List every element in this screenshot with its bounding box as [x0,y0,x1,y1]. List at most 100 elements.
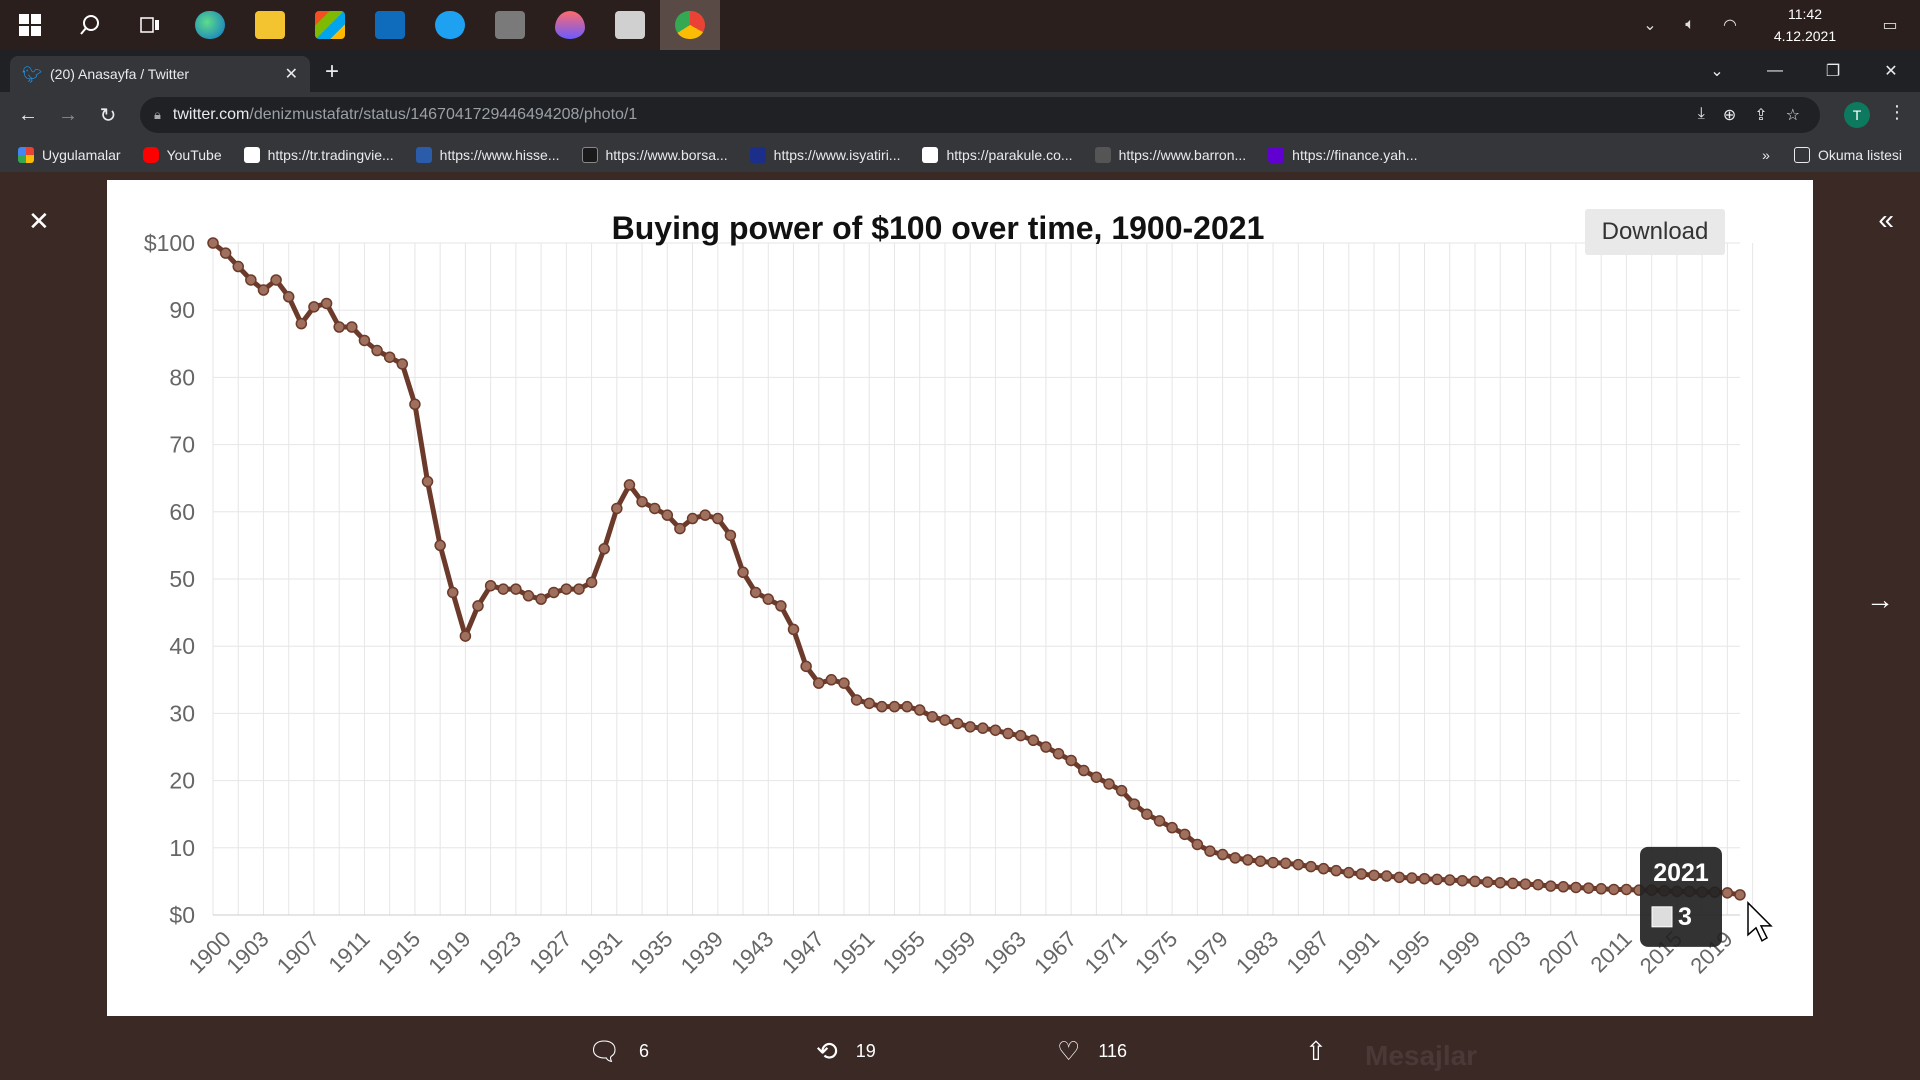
apps-grid-icon [18,147,34,163]
x-tick-label: 1975 [1130,926,1182,978]
share-icon[interactable]: ⇪ [1754,107,1768,124]
data-point [1734,889,1746,901]
profile-avatar[interactable]: T [1844,102,1870,128]
bookmark-item[interactable]: https://tr.tradingvie... [243,147,394,163]
back-icon[interactable]: ← [18,103,38,126]
search-icon[interactable] [60,0,120,50]
notification-icon[interactable]: ▭ [1882,17,1898,34]
more-bookmarks-icon[interactable]: » [1762,147,1770,163]
bookmark-item[interactable]: https://finance.yah... [1268,147,1417,163]
url-path: /denizmustafatr/status/14670417294464942… [249,106,638,123]
system-tray: ⌄ 🔈︎ ◠ 11:42 4.12.2021 ▭ [1630,0,1920,50]
y-tick-label: 50 [169,566,195,592]
barrons-icon [1094,147,1111,163]
download-button: Download [1585,209,1725,255]
snipping-tool-icon[interactable] [600,0,660,50]
bookmark-item[interactable]: https://www.barron... [1094,147,1246,163]
share-button[interactable]: ⇧ [1305,1036,1345,1067]
zoom-icon[interactable]: ⊕ [1722,107,1737,124]
data-point [1519,878,1532,890]
bookmark-star-icon[interactable]: ☆ [1785,107,1800,124]
x-tick-label: 1959 [928,926,980,978]
reply-button[interactable]: 🗨︎ 6 [588,1036,649,1067]
data-point [636,495,648,508]
data-point [1229,852,1241,864]
data-point [787,623,800,636]
file-explorer-icon[interactable] [240,0,300,50]
retweet-button[interactable]: ⟲ 19 [816,1036,876,1067]
data-point [421,475,434,488]
data-point [1368,869,1380,882]
reload-icon[interactable]: ↻ [99,104,117,127]
data-point [863,697,875,710]
volume-icon[interactable]: 🔈︎ [1685,16,1695,33]
data-point [1418,872,1431,885]
minimize-icon[interactable]: — [1767,62,1783,79]
x-tick-label: 1939 [676,926,728,978]
data-point [522,590,535,602]
calculator-icon[interactable] [480,0,540,50]
data-point [257,284,270,296]
tweet-photo[interactable]: $0 10 20 30 40 50 60 70 80 90 $100 1900 1903 1907 1911… [107,180,1813,1016]
next-arrow-icon[interactable]: → [1866,584,1894,615]
browser-tab[interactable]: 🐦︎ (20) Anasayfa / Twitter ✕ [10,56,310,92]
bookmark-item[interactable]: https://parakule.co... [922,147,1073,163]
messages-drawer-label[interactable]: Mesajlar [1365,1040,1478,1071]
close-tab-icon[interactable]: ✕ [284,66,298,83]
data-point [1014,729,1027,742]
data-point [1103,778,1115,790]
internet-explorer-icon[interactable] [420,0,480,50]
lock-icon[interactable]: 🔒︎ [154,107,161,122]
restore-icon[interactable]: ❐ [1825,63,1841,80]
close-icon[interactable]: ✕ [28,206,50,236]
close-window-icon[interactable]: ✕ [1884,63,1898,80]
new-tab-icon[interactable]: + [325,58,340,85]
x-tick-label: 2011 [1586,926,1637,977]
data-point [611,502,623,515]
x-tick-label: 1971 [1080,926,1132,978]
x-tick-label: 1907 [272,926,324,978]
data-point [1267,856,1279,869]
url-bar[interactable]: 🔒︎ twitter.com /denizmustafatr/status/14… [140,97,1820,133]
data-point [1608,883,1620,896]
reading-list-button[interactable]: Okuma listesi [1793,147,1902,163]
bookmark-label: https://parakule.co... [946,147,1073,163]
data-point [1469,875,1481,888]
data-point [1178,828,1191,841]
bookmark-item[interactable]: https://www.hisse... [415,147,560,163]
borsa-icon [581,147,598,163]
collapse-icon[interactable]: « [1878,204,1894,235]
chevron-up-icon[interactable]: ⌄ [1643,17,1657,34]
bookmark-item[interactable]: https://www.isyatiri... [749,147,900,163]
wifi-icon[interactable]: ◠ [1723,17,1737,34]
bookmark-item[interactable]: YouTube [142,147,222,163]
task-view-icon[interactable] [120,0,180,50]
bookmark-label: https://www.borsa... [605,147,728,163]
data-point [1128,798,1140,810]
data-point [825,674,838,686]
clock-date: 4.12.2021 [1773,28,1837,44]
data-point [560,583,573,595]
data-point [1166,821,1178,834]
paint-drop-icon[interactable] [540,0,600,50]
edge-icon[interactable] [180,0,240,50]
install-icon[interactable]: ⤓ [1697,105,1705,122]
chrome-icon[interactable] [660,0,720,50]
mail-icon[interactable] [360,0,420,50]
y-tick-label: $100 [144,230,195,256]
tab-search-icon[interactable]: ⌄ [1710,63,1724,80]
data-point [1141,808,1153,820]
chrome-menu-icon[interactable]: ⋮ [1888,102,1906,122]
data-point [1570,881,1582,894]
like-count: 116 [1098,1041,1128,1061]
forward-icon[interactable]: → [58,103,78,126]
bookmark-item[interactable]: https://www.borsa... [581,147,728,163]
start-icon[interactable] [0,0,60,50]
bookmark-item[interactable]: Uygulamalar [18,147,121,163]
data-point [598,543,610,555]
store-icon[interactable] [300,0,360,50]
data-point [1380,870,1393,882]
clock[interactable]: 11:42 4.12.2021 [1750,3,1860,47]
mouse-cursor-icon [1747,901,1773,942]
like-button[interactable]: ♡ 116 [1057,1036,1127,1067]
